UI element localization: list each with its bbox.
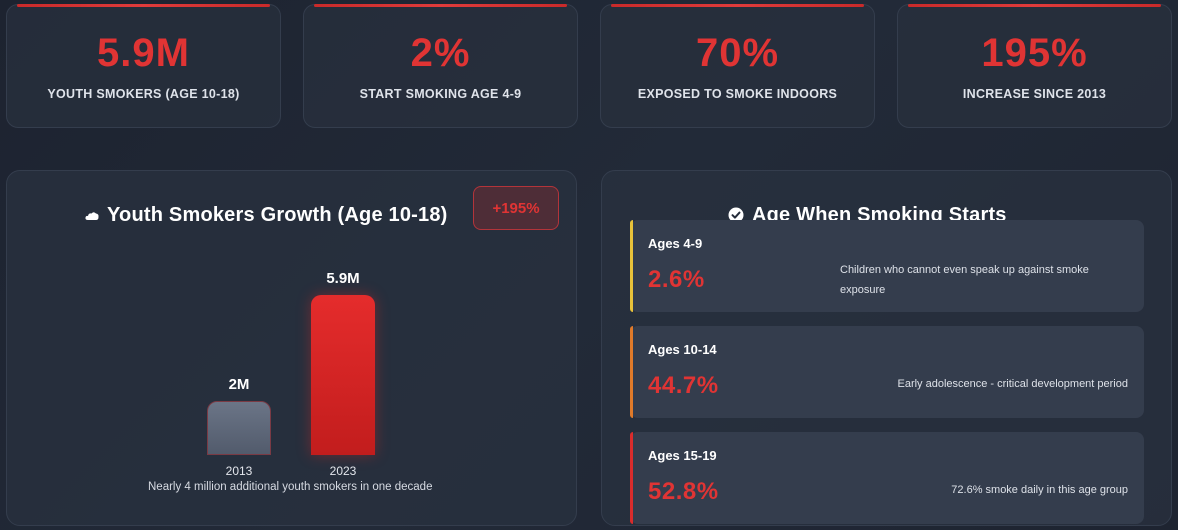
growth-badge: +195%: [473, 186, 559, 230]
age-card-15-19: Ages 15-19 52.8% 72.6% smoke daily in th…: [630, 432, 1144, 524]
bar-value-label: 5.9M: [326, 270, 360, 287]
bar-category-label: 2013: [225, 464, 253, 478]
age-description: 72.6% smoke daily in this age group: [951, 484, 1128, 496]
stat-value: 2%: [410, 31, 471, 75]
stat-value: 195%: [981, 31, 1088, 75]
growth-panel-title-text: Youth Smokers Growth (Age 10-18): [107, 204, 448, 226]
stat-label: INCREASE SINCE 2013: [962, 87, 1107, 101]
age-label: Ages 10-14: [648, 342, 717, 357]
age-description: Children who cannot even speak up agains…: [840, 264, 1089, 296]
age-description: Early adolescence - critical development…: [897, 378, 1128, 390]
stat-card-increase: 195% INCREASE SINCE 2013: [897, 4, 1172, 128]
age-accent: [630, 220, 633, 312]
stat-card-youth-smokers: 5.9M YOUTH SMOKERS (AGE 10-18): [6, 4, 281, 128]
stat-label: EXPOSED TO SMOKE INDOORS: [637, 87, 838, 101]
bar-2013: [207, 401, 271, 455]
age-label: Ages 4-9: [648, 236, 703, 251]
age-accent: [630, 432, 633, 524]
stat-value: 5.9M: [97, 31, 190, 75]
age-percent: 2.6%: [648, 266, 705, 293]
age-card-10-14: Ages 10-14 44.7% Early adolescence - cri…: [630, 326, 1144, 418]
stat-label: START SMOKING AGE 4-9: [359, 87, 522, 101]
check-circle-icon: [728, 207, 744, 223]
stat-card-indoor-exposure: 70% EXPOSED TO SMOKE INDOORS: [600, 4, 875, 128]
stat-card-start-age: 2% START SMOKING AGE 4-9: [303, 4, 578, 128]
age-percent: 44.7%: [648, 372, 719, 399]
age-label: Ages 15-19: [648, 448, 717, 463]
age-card-4-9: Ages 4-9 2.6% Children who cannot even s…: [630, 220, 1144, 312]
growth-panel-title: Youth Smokers Growth (Age 10-18): [85, 204, 448, 227]
stat-value: 70%: [695, 31, 780, 75]
bar-category-label: 2023: [329, 464, 357, 478]
stat-label: YOUTH SMOKERS (AGE 10-18): [47, 87, 240, 101]
age-percent: 52.8%: [648, 478, 719, 505]
bar-value-label: 2M: [228, 376, 250, 393]
bar-2023: [311, 295, 375, 455]
growth-caption: Nearly 4 million additional youth smoker…: [148, 481, 433, 493]
cloud-icon: [85, 211, 99, 220]
age-accent: [630, 326, 633, 418]
